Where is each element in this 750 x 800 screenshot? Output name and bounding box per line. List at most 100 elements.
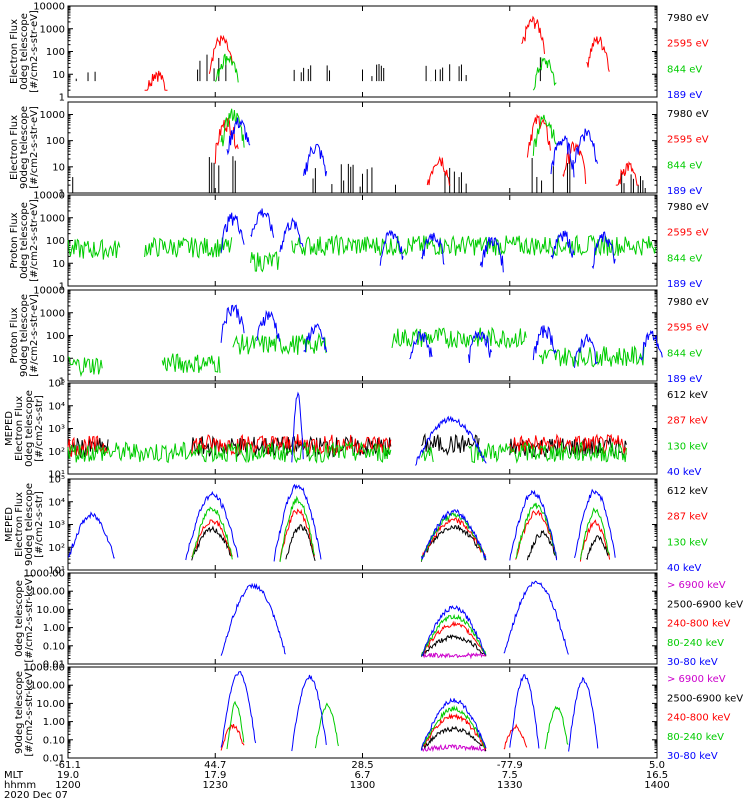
y-tick-label: 1000.00 — [24, 663, 65, 674]
data-hump — [420, 512, 487, 561]
data-hump — [515, 502, 557, 559]
y-tick-label: 10 — [52, 162, 65, 173]
legend-entry: 7980 eV — [667, 202, 709, 213]
x-tick-value: 16.5 — [646, 770, 668, 781]
y-tick-label: 10⁵ — [48, 379, 65, 390]
legend-entry: 612 keV — [667, 486, 708, 497]
y-tick-label: 10000 — [33, 191, 65, 202]
series-189-ev — [226, 117, 598, 178]
data-noise — [250, 251, 280, 273]
legend-entry: 2500-6900 keV — [667, 599, 743, 610]
y-tick-label: 0.01 — [43, 754, 65, 765]
panel-frame — [67, 478, 658, 571]
data-burst — [479, 236, 504, 273]
legend-entry: 7980 eV — [667, 297, 709, 308]
x-tick-value: -61.1 — [55, 760, 81, 771]
y-axis-label: [#/cm2-s-str-eV] — [29, 10, 40, 93]
y-tick-label: 10¹ — [48, 470, 65, 481]
data-hump — [421, 605, 487, 657]
legend-entry: 240-800 keV — [667, 619, 731, 630]
data-hump — [420, 743, 487, 753]
data-burst — [562, 141, 587, 185]
data-burst — [214, 117, 239, 164]
y-tick-label: 1000 — [40, 308, 65, 319]
data-hump — [420, 697, 487, 751]
legend-entry: 80-240 keV — [667, 732, 724, 743]
y-tick-label: 10000 — [33, 2, 65, 13]
data-hump — [220, 671, 257, 748]
data-burst — [532, 57, 557, 91]
data-hump — [579, 519, 611, 562]
y-tick-label: 0.01 — [43, 660, 65, 671]
data-hump — [220, 723, 245, 751]
y-tick-label: 10 — [52, 70, 65, 81]
legend-entry: > 6900 keV — [667, 580, 726, 591]
legend-entry: 130 keV — [667, 537, 708, 548]
y-tick-label: 1 — [59, 189, 65, 200]
data-noise — [391, 326, 527, 350]
legend-entry: 30-80 keV — [667, 657, 718, 668]
series-287-kev — [191, 508, 611, 562]
x-axis: MLT hhmm 2020 Dec 07 -61.1 44.7 28.5 -77.9 5… — [4, 760, 670, 800]
data-hump — [279, 495, 315, 563]
data-hump — [574, 488, 616, 559]
data-noise — [538, 345, 645, 368]
panel-electron-0deg: 1 10 100 1000 10000 Electron Flux 0deg telesco… — [9, 2, 709, 104]
data-hump — [191, 519, 233, 558]
legend-entry: 844 eV — [667, 64, 702, 75]
y-tick-label: 10.00 — [36, 605, 65, 616]
y-axis-label: [#/cm2-s-str-eV] — [29, 294, 40, 377]
series-844-ev — [214, 53, 557, 91]
series-40-kev — [67, 483, 616, 562]
series-240-800-kev — [220, 712, 528, 751]
data-burst — [220, 108, 245, 148]
y-tick-label: 10 — [52, 354, 65, 365]
series-7980-ev — [75, 54, 541, 82]
y-axis-label: 0deg telescope — [14, 580, 25, 657]
data-noise — [421, 432, 480, 456]
y-tick-label: 1 — [59, 282, 65, 293]
y-axis-label: [#/cm2-s-str] — [34, 491, 45, 558]
legend-entry: 2595 eV — [667, 323, 709, 334]
y-axis-label: Electron Flux — [14, 492, 25, 557]
series--6900-kev — [420, 743, 487, 753]
series-612-kev — [191, 524, 610, 562]
data-hump — [191, 506, 233, 560]
panel-meped-electron-0deg: 10¹ 10² 10³ 10⁴ 10⁵ MEPED Electron Flux 0deg te… — [4, 379, 708, 481]
data-noise — [468, 441, 627, 464]
series-844-ev — [67, 326, 645, 378]
data-burst — [521, 15, 545, 54]
data-burst — [214, 53, 239, 83]
legend-entry: 189 eV — [667, 186, 702, 197]
legend-entry: 189 eV — [667, 90, 702, 101]
data-burst — [220, 212, 245, 253]
y-tick-label: 100 — [46, 47, 65, 58]
y-tick-label: 1000 — [40, 24, 65, 35]
data-burst — [144, 70, 168, 91]
x-tick-value: 1230 — [203, 780, 228, 791]
legend-entry: 2595 eV — [667, 39, 709, 50]
y-tick-label: 1.00 — [43, 623, 65, 634]
data-hump — [291, 674, 327, 752]
data-hump — [526, 529, 558, 561]
panel-frame — [67, 5, 658, 98]
data-noise — [161, 353, 221, 373]
panel-frame — [67, 666, 658, 759]
data-hump — [509, 674, 540, 749]
y-tick-label: 10² — [48, 543, 65, 554]
x-tick-value: 1400 — [644, 780, 669, 791]
data-hump — [273, 483, 322, 562]
y-axis-label: [#/cm2-s-str-keV] — [24, 668, 35, 756]
x-tick-value: 7.5 — [502, 770, 518, 781]
x-tick-value: 1300 — [350, 780, 375, 791]
x-tick-value: 19.0 — [57, 770, 79, 781]
legend-entry: 2595 eV — [667, 135, 709, 146]
data-hump — [503, 723, 528, 750]
data-hump — [420, 634, 487, 657]
legend-entry: 844 eV — [667, 160, 702, 171]
y-tick-label: 10³ — [48, 520, 65, 531]
y-tick-label: 1 — [59, 93, 65, 104]
series-189-ev — [220, 208, 616, 273]
